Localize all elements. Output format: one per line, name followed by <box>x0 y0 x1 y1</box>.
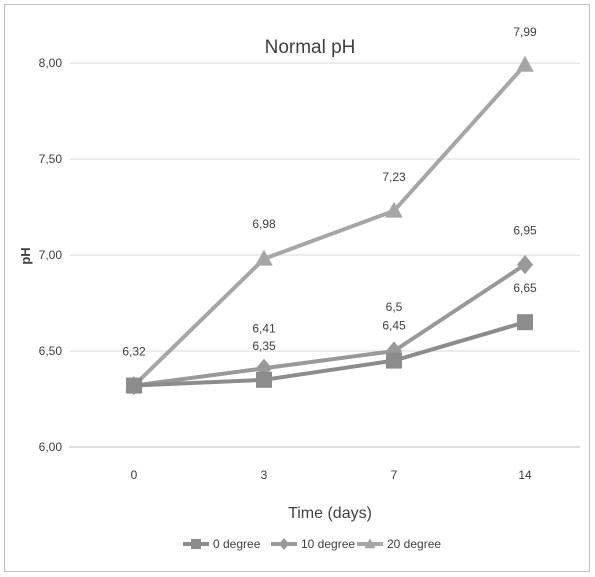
x-tick-labels: 0 3 7 14 <box>131 468 532 482</box>
x-tick-label: 14 <box>518 468 532 482</box>
marker-square <box>126 377 142 394</box>
marker-triangle <box>516 55 534 72</box>
y-tick-label: 8,00 <box>39 56 63 70</box>
series-2 <box>125 55 534 393</box>
data-label: 7,23 <box>382 170 406 184</box>
y-axis-label: pH <box>18 247 33 264</box>
data-label: 7,99 <box>513 25 537 39</box>
x-tick-label: 0 <box>131 468 138 482</box>
legend-label: 10 degree <box>301 537 355 551</box>
data-label: 6,35 <box>252 339 276 353</box>
marker-triangle <box>364 538 376 549</box>
chart-frame: Normal pH pH Time (days) 6,00 6,50 7,00 7,5… <box>4 4 590 572</box>
marker-square <box>386 352 402 369</box>
series-line <box>132 63 527 387</box>
data-label: 6,5 <box>386 300 403 314</box>
marker-square <box>191 539 201 549</box>
y-tick-label: 7,00 <box>39 248 63 262</box>
series-1 <box>126 255 533 396</box>
data-label: 6,45 <box>382 319 406 333</box>
marker-square <box>517 314 533 331</box>
series-line <box>133 320 526 388</box>
series-0 <box>126 314 533 394</box>
marker-diamond <box>256 358 272 378</box>
legend-label: 0 degree <box>213 537 261 551</box>
marker-diamond <box>279 538 289 550</box>
line-chart: Normal pH pH Time (days) 6,006,507,007,5… <box>18 25 580 551</box>
legend: 0 degree 10 degree 20 degree <box>183 537 441 551</box>
y-tick-labels: 6,00 6,50 7,00 7,50 8,00 <box>39 56 63 454</box>
marker-triangle <box>255 249 273 266</box>
legend-label: 20 degree <box>387 537 441 551</box>
x-tick-label: 3 <box>261 468 268 482</box>
series-layer <box>125 55 534 396</box>
data-label: 6,41 <box>252 321 276 335</box>
data-label: 6,98 <box>252 217 276 231</box>
y-tick-label: 7,50 <box>39 152 63 166</box>
chart-title: Normal pH <box>265 37 356 58</box>
legend-item: 10 degree <box>271 537 355 551</box>
legend-item: 0 degree <box>183 537 261 551</box>
x-tick-label: 7 <box>391 468 398 482</box>
gridlines <box>69 62 580 448</box>
y-tick-label: 6,50 <box>39 344 63 358</box>
data-labels: 6,35 6,45 6,65 6,41 6,5 6,95 6,32 6,98 7,23 7,99 <box>122 25 537 359</box>
data-label: 6,65 <box>513 281 537 295</box>
marker-square <box>256 371 272 388</box>
legend-item: 20 degree <box>357 537 441 551</box>
marker-triangle <box>385 201 403 218</box>
x-axis-label: Time (days) <box>288 505 372 522</box>
marker-diamond <box>517 255 533 275</box>
y-tick-label: 6,00 <box>39 440 63 454</box>
series-line <box>133 262 527 388</box>
data-label: 6,32 <box>122 345 146 359</box>
data-label: 6,95 <box>513 224 537 238</box>
